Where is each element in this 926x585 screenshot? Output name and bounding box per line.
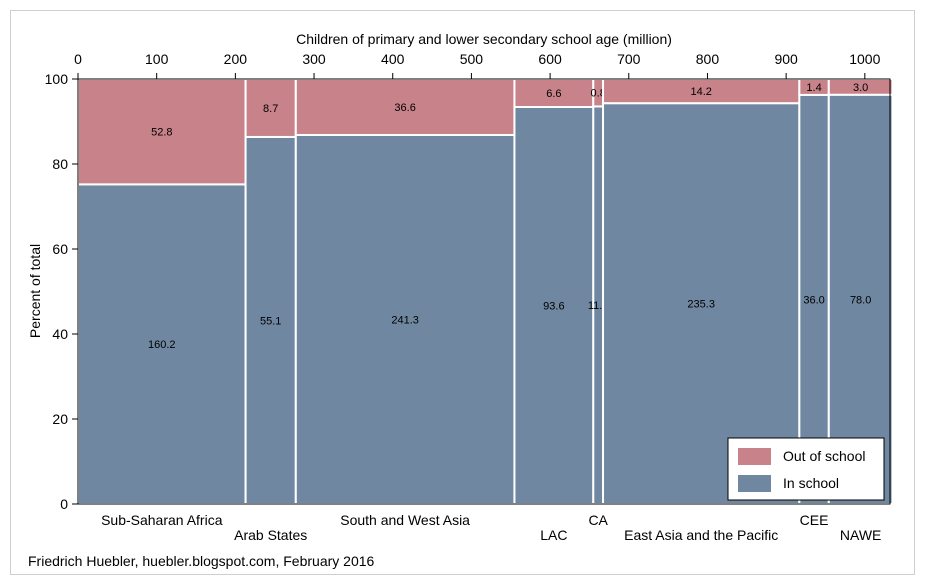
credit-line: Friedrich Huebler, huebler.blogspot.com,…: [28, 553, 375, 569]
data-label-in-school-east-asia-and-the-pacific: 235.3: [687, 299, 715, 311]
category-label-cee: CEE: [800, 512, 829, 528]
data-label-in-school-cee: 36.0: [803, 294, 824, 306]
data-label-in-school-south-and-west-asia: 241.3: [391, 314, 419, 326]
bar-in-school-east-asia-and-the-pacific: [602, 102, 801, 505]
bar-in-school-nawe: [827, 93, 894, 505]
x-tick-label-800: 800: [696, 51, 720, 67]
category-label-east-asia-and-the-pacific: East Asia and the Pacific: [624, 527, 778, 543]
category-label-ca: CA: [588, 512, 608, 528]
legend-swatch-in-school: [738, 475, 771, 492]
x-axis-title: Children of primary and lower secondary …: [296, 31, 672, 47]
y-tick-label-100: 100: [45, 71, 69, 87]
x-tick-label-700: 700: [617, 51, 641, 67]
category-label-sub-saharan-africa: Sub-Saharan Africa: [101, 512, 223, 528]
category-label-arab-states: Arab States: [234, 527, 307, 543]
data-label-out-of-school-ca: 0.8: [591, 88, 606, 100]
y-axis-title: Percent of total: [27, 244, 43, 338]
data-label-in-school-arab-states: 55.1: [260, 315, 281, 327]
x-tick-label-1000: 1000: [849, 51, 880, 67]
data-label-out-of-school-cee: 1.4: [806, 82, 821, 94]
x-tick-label-300: 300: [302, 51, 326, 67]
data-label-out-of-school-arab-states: 8.7: [263, 103, 278, 115]
data-label-in-school-nawe: 78.0: [850, 294, 871, 306]
bar-out-of-school-lac: [513, 78, 595, 108]
y-tick-label-0: 0: [60, 496, 68, 512]
x-tick-label-600: 600: [538, 51, 562, 67]
bar-in-school-south-and-west-asia: [294, 133, 516, 506]
data-label-in-school-sub-saharan-africa: 160.2: [148, 339, 176, 351]
y-tick-label-60: 60: [52, 241, 68, 257]
x-tick-label-900: 900: [774, 51, 798, 67]
legend-swatch-out-of-school: [738, 448, 771, 465]
plot-area-border: [77, 78, 891, 505]
bar-in-school-sub-saharan-africa: [77, 183, 247, 505]
data-label-out-of-school-nawe: 3.0: [853, 82, 868, 94]
y-tick-label-20: 20: [52, 411, 68, 427]
category-label-lac: LAC: [540, 527, 567, 543]
legend-label-in-school: In school: [783, 475, 839, 491]
bar-out-of-school-east-asia-and-the-pacific: [602, 78, 801, 105]
data-label-out-of-school-lac: 6.6: [546, 88, 561, 100]
y-tick-label-40: 40: [52, 326, 68, 342]
data-label-out-of-school-east-asia-and-the-pacific: 14.2: [690, 86, 711, 98]
data-label-out-of-school-south-and-west-asia: 36.6: [394, 102, 415, 114]
x-tick-label-400: 400: [381, 51, 405, 67]
legend-label-out-of-school: Out of school: [783, 448, 866, 464]
data-label-in-school-lac: 93.6: [543, 300, 564, 312]
y-tick-label-80: 80: [52, 156, 68, 172]
x-tick-label-200: 200: [224, 51, 248, 67]
legend: Out of school In school: [727, 437, 885, 501]
category-label-south-and-west-asia: South and West Asia: [340, 512, 470, 528]
x-tick-label-500: 500: [460, 51, 484, 67]
category-label-nawe: NAWE: [840, 527, 881, 543]
bar-in-school-lac: [513, 105, 595, 505]
x-tick-label-100: 100: [145, 51, 169, 67]
x-tick-label-0: 0: [74, 51, 82, 67]
chart-axes: Sub-Saharan Africa Arab States South and W…: [45, 51, 882, 543]
chart-cells: 160.252.855.18.7241.336.693.66.611.60.82…: [77, 78, 894, 506]
data-label-out-of-school-sub-saharan-africa: 52.8: [151, 127, 172, 139]
